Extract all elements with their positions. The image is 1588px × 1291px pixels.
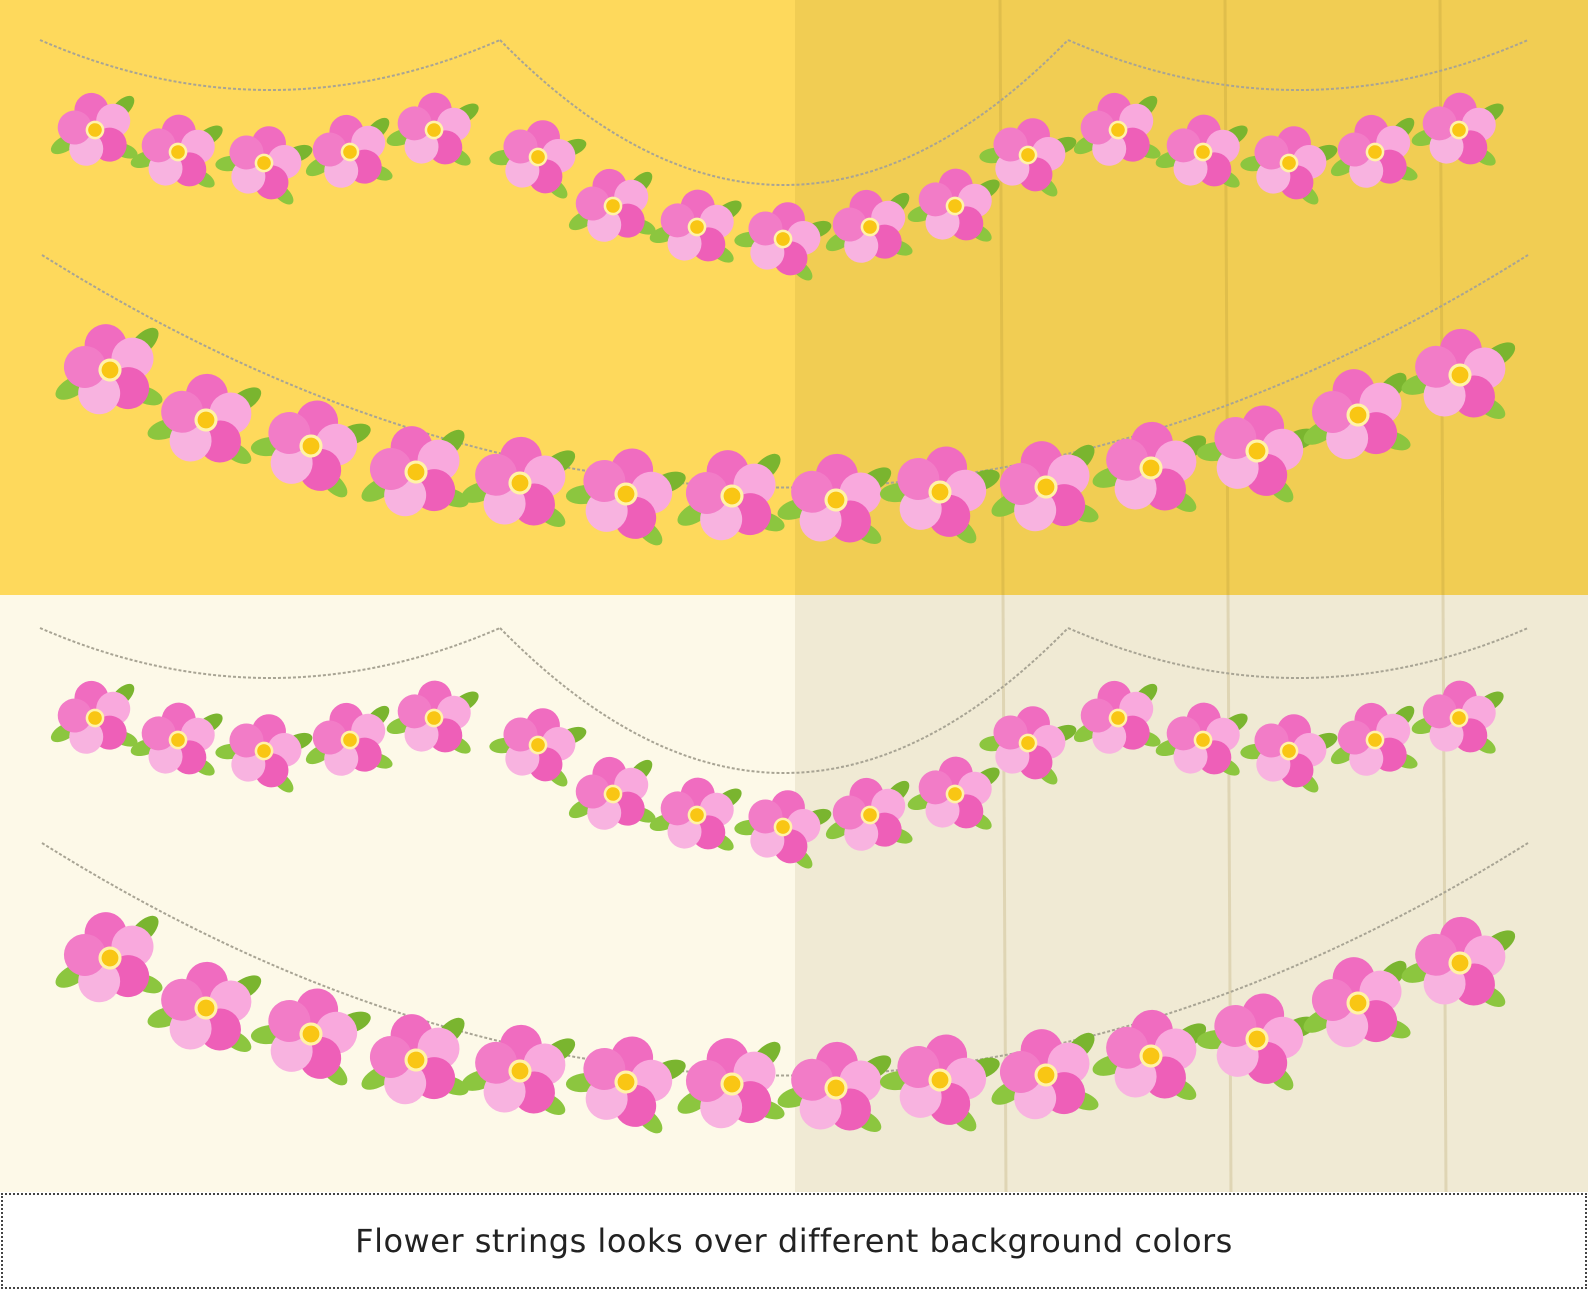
plank-seam <box>998 0 1008 1192</box>
plank-seam <box>1223 0 1233 1192</box>
caption-box: Flower strings looks over different back… <box>1 1193 1587 1289</box>
string <box>1067 39 1529 91</box>
string <box>499 627 1069 774</box>
caption: Flower strings looks over different back… <box>355 1222 1233 1260</box>
string <box>499 39 1069 186</box>
string <box>1067 627 1529 679</box>
illustration <box>0 0 1588 1192</box>
string <box>39 627 501 679</box>
garlands <box>39 39 1529 1142</box>
string <box>39 39 501 91</box>
